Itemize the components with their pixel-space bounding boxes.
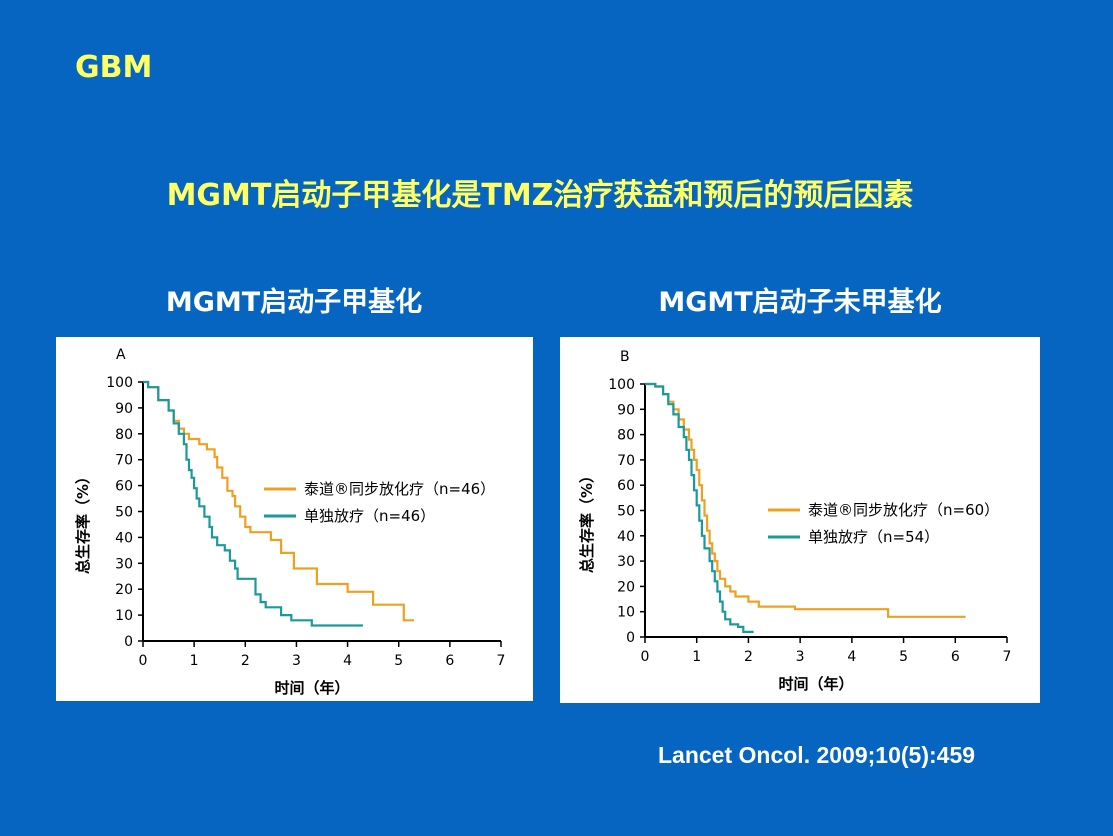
y-tick-label: 70 xyxy=(617,453,635,469)
y-tick-label: 90 xyxy=(115,401,133,417)
slide-tag: GBM xyxy=(75,50,153,85)
y-tick-label: 50 xyxy=(115,505,133,521)
survival-chart-b: B 0 10 20 30 40 50 60 70 80 90 100 0 1 2 3 4 5 6 7 时间（年） 总生存率… xyxy=(578,349,1012,693)
subtitle-methylated: MGMT启动子甲基化 xyxy=(165,287,423,318)
x-tick-label: 6 xyxy=(951,649,960,665)
x-tick-label: 6 xyxy=(445,653,454,669)
x-tick-label: 3 xyxy=(292,653,301,669)
y-tick-label: 80 xyxy=(115,427,133,443)
y-tick-label: 0 xyxy=(626,630,635,646)
y-tick-label: 40 xyxy=(115,530,133,546)
subtitle-unmethylated: MGMT启动子未甲基化 xyxy=(658,287,942,318)
series-combo-line xyxy=(143,380,415,622)
slide-title: MGMT启动子甲基化是TMZ治疗获益和预后的预后因素 xyxy=(166,178,914,213)
x-tick-label: 2 xyxy=(241,653,250,669)
y-tick-label: 70 xyxy=(115,453,133,469)
y-tick-label: 0 xyxy=(124,634,133,650)
legend-label: 泰道®同步放化疗（n=46） xyxy=(304,480,495,498)
x-axis-label: 时间（年） xyxy=(778,675,853,693)
x-tick-label: 0 xyxy=(641,649,650,665)
legend-label: 泰道®同步放化疗（n=60） xyxy=(808,501,999,519)
x-tick-label: 4 xyxy=(343,653,352,669)
x-tick-label: 4 xyxy=(847,649,856,665)
y-tick-label: 30 xyxy=(617,554,635,570)
series-mono-line xyxy=(645,382,754,633)
legend-label: 单独放疗（n=46） xyxy=(304,507,435,525)
x-tick-label: 5 xyxy=(394,653,403,669)
x-tick-label: 7 xyxy=(497,653,506,669)
y-tick-label: 10 xyxy=(617,605,635,621)
y-tick-label: 100 xyxy=(106,375,133,391)
legend-label: 单独放疗（n=54） xyxy=(808,528,939,546)
y-tick-label: 40 xyxy=(617,529,635,545)
x-tick-label: 7 xyxy=(1003,649,1012,665)
chart-panel-a: A 0 10 20 30 40 50 60 70 80 90 100 0 1 2 3 4 5 6 7 时间（年） 总生存率… xyxy=(56,337,533,701)
x-tick-label: 2 xyxy=(744,649,753,665)
panel-label: A xyxy=(116,347,126,363)
y-tick-label: 90 xyxy=(617,402,635,418)
x-tick-label: 1 xyxy=(190,653,199,669)
y-axis-label: 总生存率（%） xyxy=(578,468,596,573)
series-combo-line xyxy=(645,382,966,618)
y-tick-label: 20 xyxy=(115,582,133,598)
survival-chart-a: A 0 10 20 30 40 50 60 70 80 90 100 0 1 2 3 4 5 6 7 时间（年） 总生存率… xyxy=(74,347,506,697)
y-tick-label: 50 xyxy=(617,504,635,520)
x-tick-label: 3 xyxy=(796,649,805,665)
y-tick-label: 10 xyxy=(115,608,133,624)
x-tick-label: 5 xyxy=(899,649,908,665)
chart-panel-b: B 0 10 20 30 40 50 60 70 80 90 100 0 1 2 3 4 5 6 7 时间（年） 总生存率… xyxy=(560,337,1040,703)
series-mono-line xyxy=(143,380,363,627)
y-tick-label: 20 xyxy=(617,579,635,595)
y-tick-label: 60 xyxy=(115,479,133,495)
x-axis-label: 时间（年） xyxy=(274,679,349,697)
y-tick-label: 60 xyxy=(617,478,635,494)
y-tick-label: 80 xyxy=(617,428,635,444)
citation: Lancet Oncol. 2009;10(5):459 xyxy=(658,742,976,768)
y-tick-label: 30 xyxy=(115,556,133,572)
y-tick-label: 100 xyxy=(608,377,635,393)
x-tick-label: 1 xyxy=(692,649,701,665)
y-axis-label: 总生存率（%） xyxy=(74,469,92,574)
panel-label: B xyxy=(620,349,630,365)
x-tick-label: 0 xyxy=(139,653,148,669)
